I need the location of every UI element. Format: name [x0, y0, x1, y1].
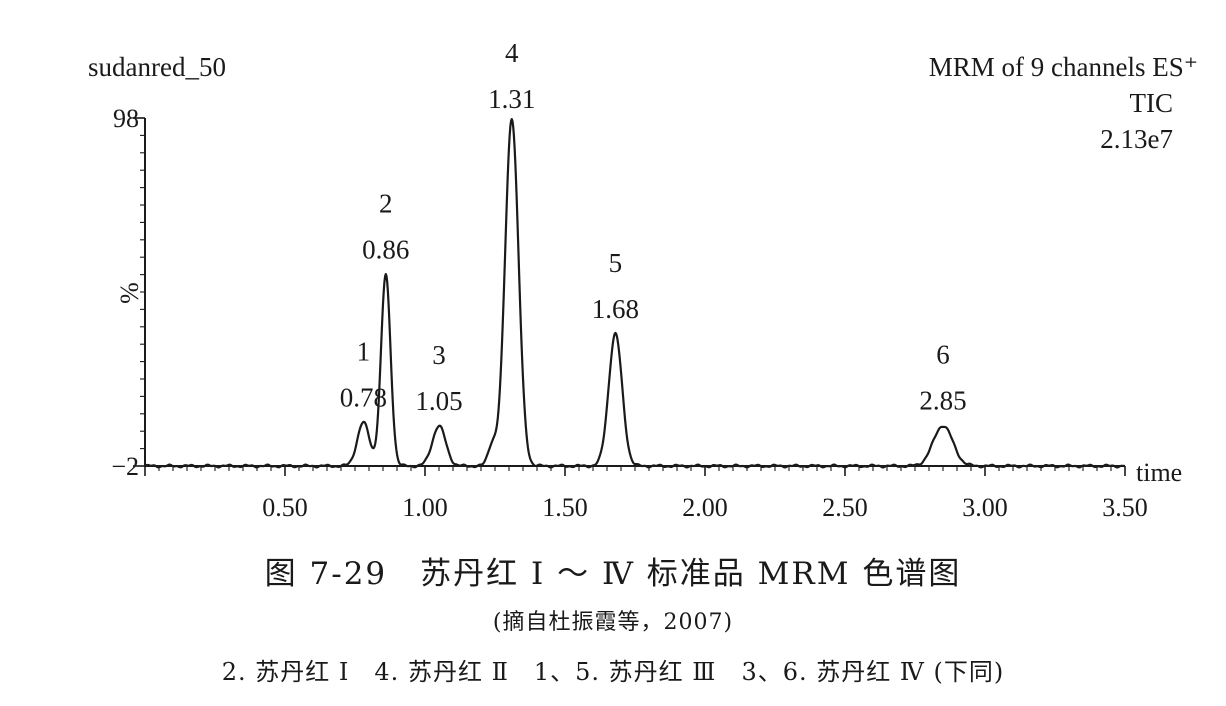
y-tick-label: −2 [111, 452, 139, 481]
x-tick-label: 3.50 [1102, 493, 1148, 522]
tic-trace-line [144, 118, 1126, 469]
figure-source: (摘自杜振霞等，2007) [492, 610, 734, 635]
peak-number-label: 1 [357, 337, 371, 367]
intensity-label: 2.13e7 [1100, 124, 1173, 154]
trace-type-label: TIC [1130, 88, 1174, 118]
x-tick-label: 2.00 [682, 493, 728, 522]
axis-ticks: 0.50 1.00 1.50 2.00 2.50 3.00 3.50 98 −2 [111, 104, 1147, 522]
trace-group [144, 118, 1126, 469]
axes [144, 118, 1125, 467]
x-tick-label: 2.50 [822, 493, 868, 522]
peak-number-label: 3 [432, 340, 446, 370]
x-axis-label: time [1136, 458, 1182, 487]
peak-rt-label: 1.31 [488, 84, 535, 114]
y-tick-label: 98 [113, 104, 139, 133]
peak-number-label: 4 [505, 38, 519, 68]
peak-rt-label: 1.68 [592, 294, 639, 324]
figure-legend: 2. 苏丹红 Ⅰ 4. 苏丹红 Ⅱ 1、5. 苏丹红 Ⅲ 3、6. 苏丹红 Ⅳ … [221, 658, 1005, 686]
peak-rt-label: 2.85 [919, 386, 966, 416]
peak-labels: 0.78 1 0.86 2 1.05 3 1.31 4 1.68 5 2.85 6 [340, 38, 967, 416]
x-tick-label: 0.50 [262, 493, 308, 522]
peak-number-label: 5 [609, 248, 623, 278]
peak-rt-label: 0.78 [340, 383, 387, 413]
peak-rt-label: 0.86 [362, 235, 409, 265]
peak-number-label: 2 [379, 189, 393, 219]
sample-label: sudanred_50 [88, 52, 226, 82]
x-tick-label: 3.00 [962, 493, 1008, 522]
peak-number-label: 6 [936, 340, 950, 370]
y-axis-label: % [115, 282, 144, 304]
figure-title: 图 7-29 苏丹红 Ⅰ ～ Ⅳ 标准品 MRM 色谱图 [264, 556, 962, 592]
x-tick-label: 1.00 [402, 493, 448, 522]
peak-rt-label: 1.05 [415, 386, 462, 416]
chromatogram-chart: sudanred_50 MRM of 9 channels ES⁺ TIC 2.… [88, 38, 1198, 522]
x-tick-label: 1.50 [542, 493, 588, 522]
acquisition-label: MRM of 9 channels ES⁺ [929, 52, 1198, 82]
